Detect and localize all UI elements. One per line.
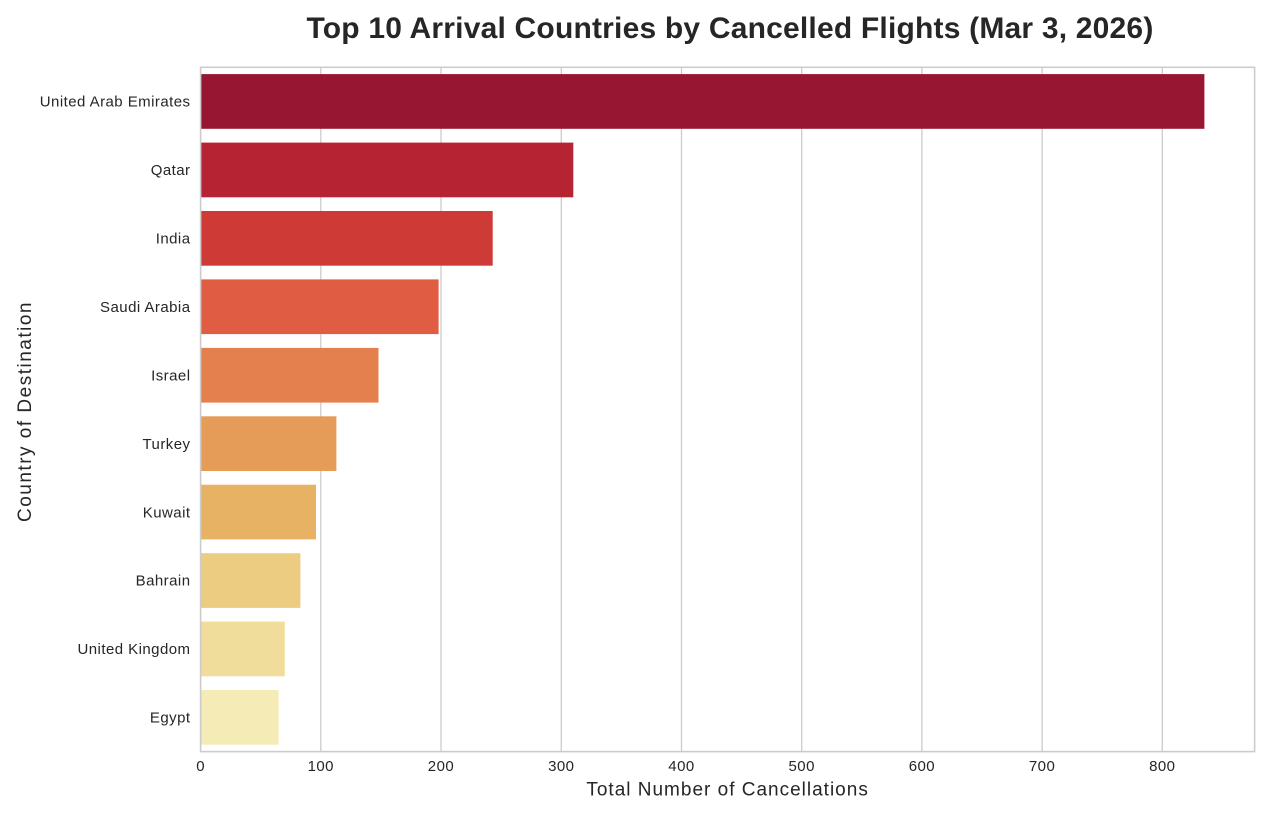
svg-text:Country of Destination: Country of Destination bbox=[15, 301, 36, 522]
svg-text:India: India bbox=[156, 231, 191, 248]
svg-text:0: 0 bbox=[196, 758, 205, 775]
svg-text:Egypt: Egypt bbox=[150, 710, 191, 727]
svg-text:Saudi Arabia: Saudi Arabia bbox=[100, 299, 191, 316]
svg-text:600: 600 bbox=[909, 758, 935, 775]
svg-text:200: 200 bbox=[428, 758, 454, 775]
svg-text:Qatar: Qatar bbox=[151, 162, 191, 179]
svg-text:United Arab Emirates: United Arab Emirates bbox=[40, 94, 191, 111]
svg-text:Top 10 Arrival Countries by Ca: Top 10 Arrival Countries by Cancelled Fl… bbox=[306, 12, 1153, 45]
svg-text:700: 700 bbox=[1029, 758, 1055, 775]
svg-text:Kuwait: Kuwait bbox=[143, 504, 191, 521]
svg-text:Total Number of Cancellations: Total Number of Cancellations bbox=[586, 780, 868, 801]
svg-text:300: 300 bbox=[548, 758, 574, 775]
svg-text:400: 400 bbox=[668, 758, 694, 775]
svg-text:Israel: Israel bbox=[151, 367, 190, 384]
svg-text:100: 100 bbox=[308, 758, 334, 775]
svg-text:500: 500 bbox=[789, 758, 815, 775]
svg-text:Bahrain: Bahrain bbox=[136, 573, 191, 590]
svg-text:United Kingdom: United Kingdom bbox=[77, 641, 190, 658]
svg-text:Turkey: Turkey bbox=[143, 436, 191, 453]
svg-text:800: 800 bbox=[1149, 758, 1175, 775]
